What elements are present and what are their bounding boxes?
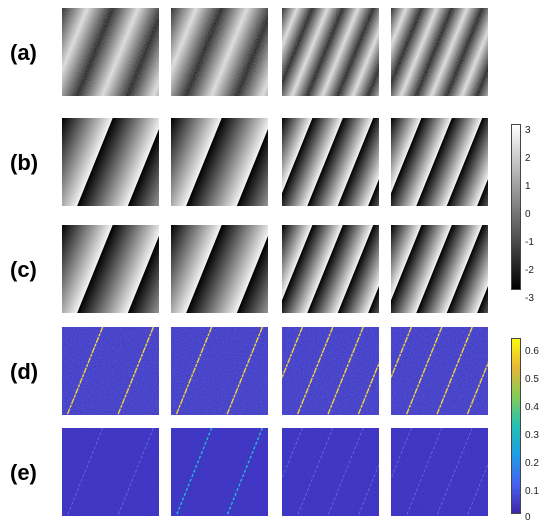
panel-e-1 bbox=[62, 428, 159, 516]
panel-c-4 bbox=[391, 225, 488, 313]
row-label-d: (d) bbox=[10, 359, 39, 384]
row-label-b: (b) bbox=[10, 150, 39, 175]
panel-b-1 bbox=[62, 118, 159, 206]
colorbar-gray-tick: 2 bbox=[525, 153, 531, 164]
row-label-a: (a) bbox=[10, 40, 37, 65]
panel-d-4 bbox=[391, 327, 488, 415]
panel-a-3 bbox=[282, 8, 379, 96]
colorbar-gray-tick: -3 bbox=[525, 293, 534, 304]
colorbar-parula-tick: 0.5 bbox=[525, 374, 539, 385]
panel-e-4 bbox=[391, 428, 488, 516]
panel-b-2 bbox=[171, 118, 268, 206]
colorbar-gray-tick: 1 bbox=[525, 181, 531, 192]
panel-b-4 bbox=[391, 118, 488, 206]
colorbar-parula-tick: 0.1 bbox=[525, 486, 539, 497]
colorbar-parula-tick: 0.6 bbox=[525, 346, 539, 357]
colorbar-parula-tick: 0 bbox=[525, 512, 531, 523]
panel-e-3 bbox=[282, 428, 379, 516]
panel-c-2 bbox=[171, 225, 268, 313]
row-label-e: (e) bbox=[10, 460, 37, 485]
colorbar-parula-tick: 0.2 bbox=[525, 458, 539, 469]
colorbar-gray-tick: -1 bbox=[525, 237, 534, 248]
colorbar-gray-tick: 0 bbox=[525, 209, 531, 220]
panel-c-1 bbox=[62, 225, 159, 313]
panel-a-2 bbox=[171, 8, 268, 96]
panel-b-3 bbox=[282, 118, 379, 206]
panel-a-1 bbox=[62, 8, 159, 96]
panel-d-3 bbox=[282, 327, 379, 415]
panel-d-1 bbox=[62, 327, 159, 415]
colorbar-gray-tick: -2 bbox=[525, 265, 534, 276]
colorbar-gray-tick: 3 bbox=[525, 125, 531, 136]
colorbar-parula-tick: 0.4 bbox=[525, 402, 539, 413]
panel-d-2 bbox=[171, 327, 268, 415]
panel-c-3 bbox=[282, 225, 379, 313]
colorbar-parula bbox=[511, 338, 521, 514]
colorbar-parula-tick: 0.3 bbox=[525, 430, 539, 441]
row-label-c: (c) bbox=[10, 257, 37, 282]
panel-e-2 bbox=[171, 428, 268, 516]
panel-a-4 bbox=[391, 8, 488, 96]
colorbar-gray bbox=[511, 124, 521, 290]
